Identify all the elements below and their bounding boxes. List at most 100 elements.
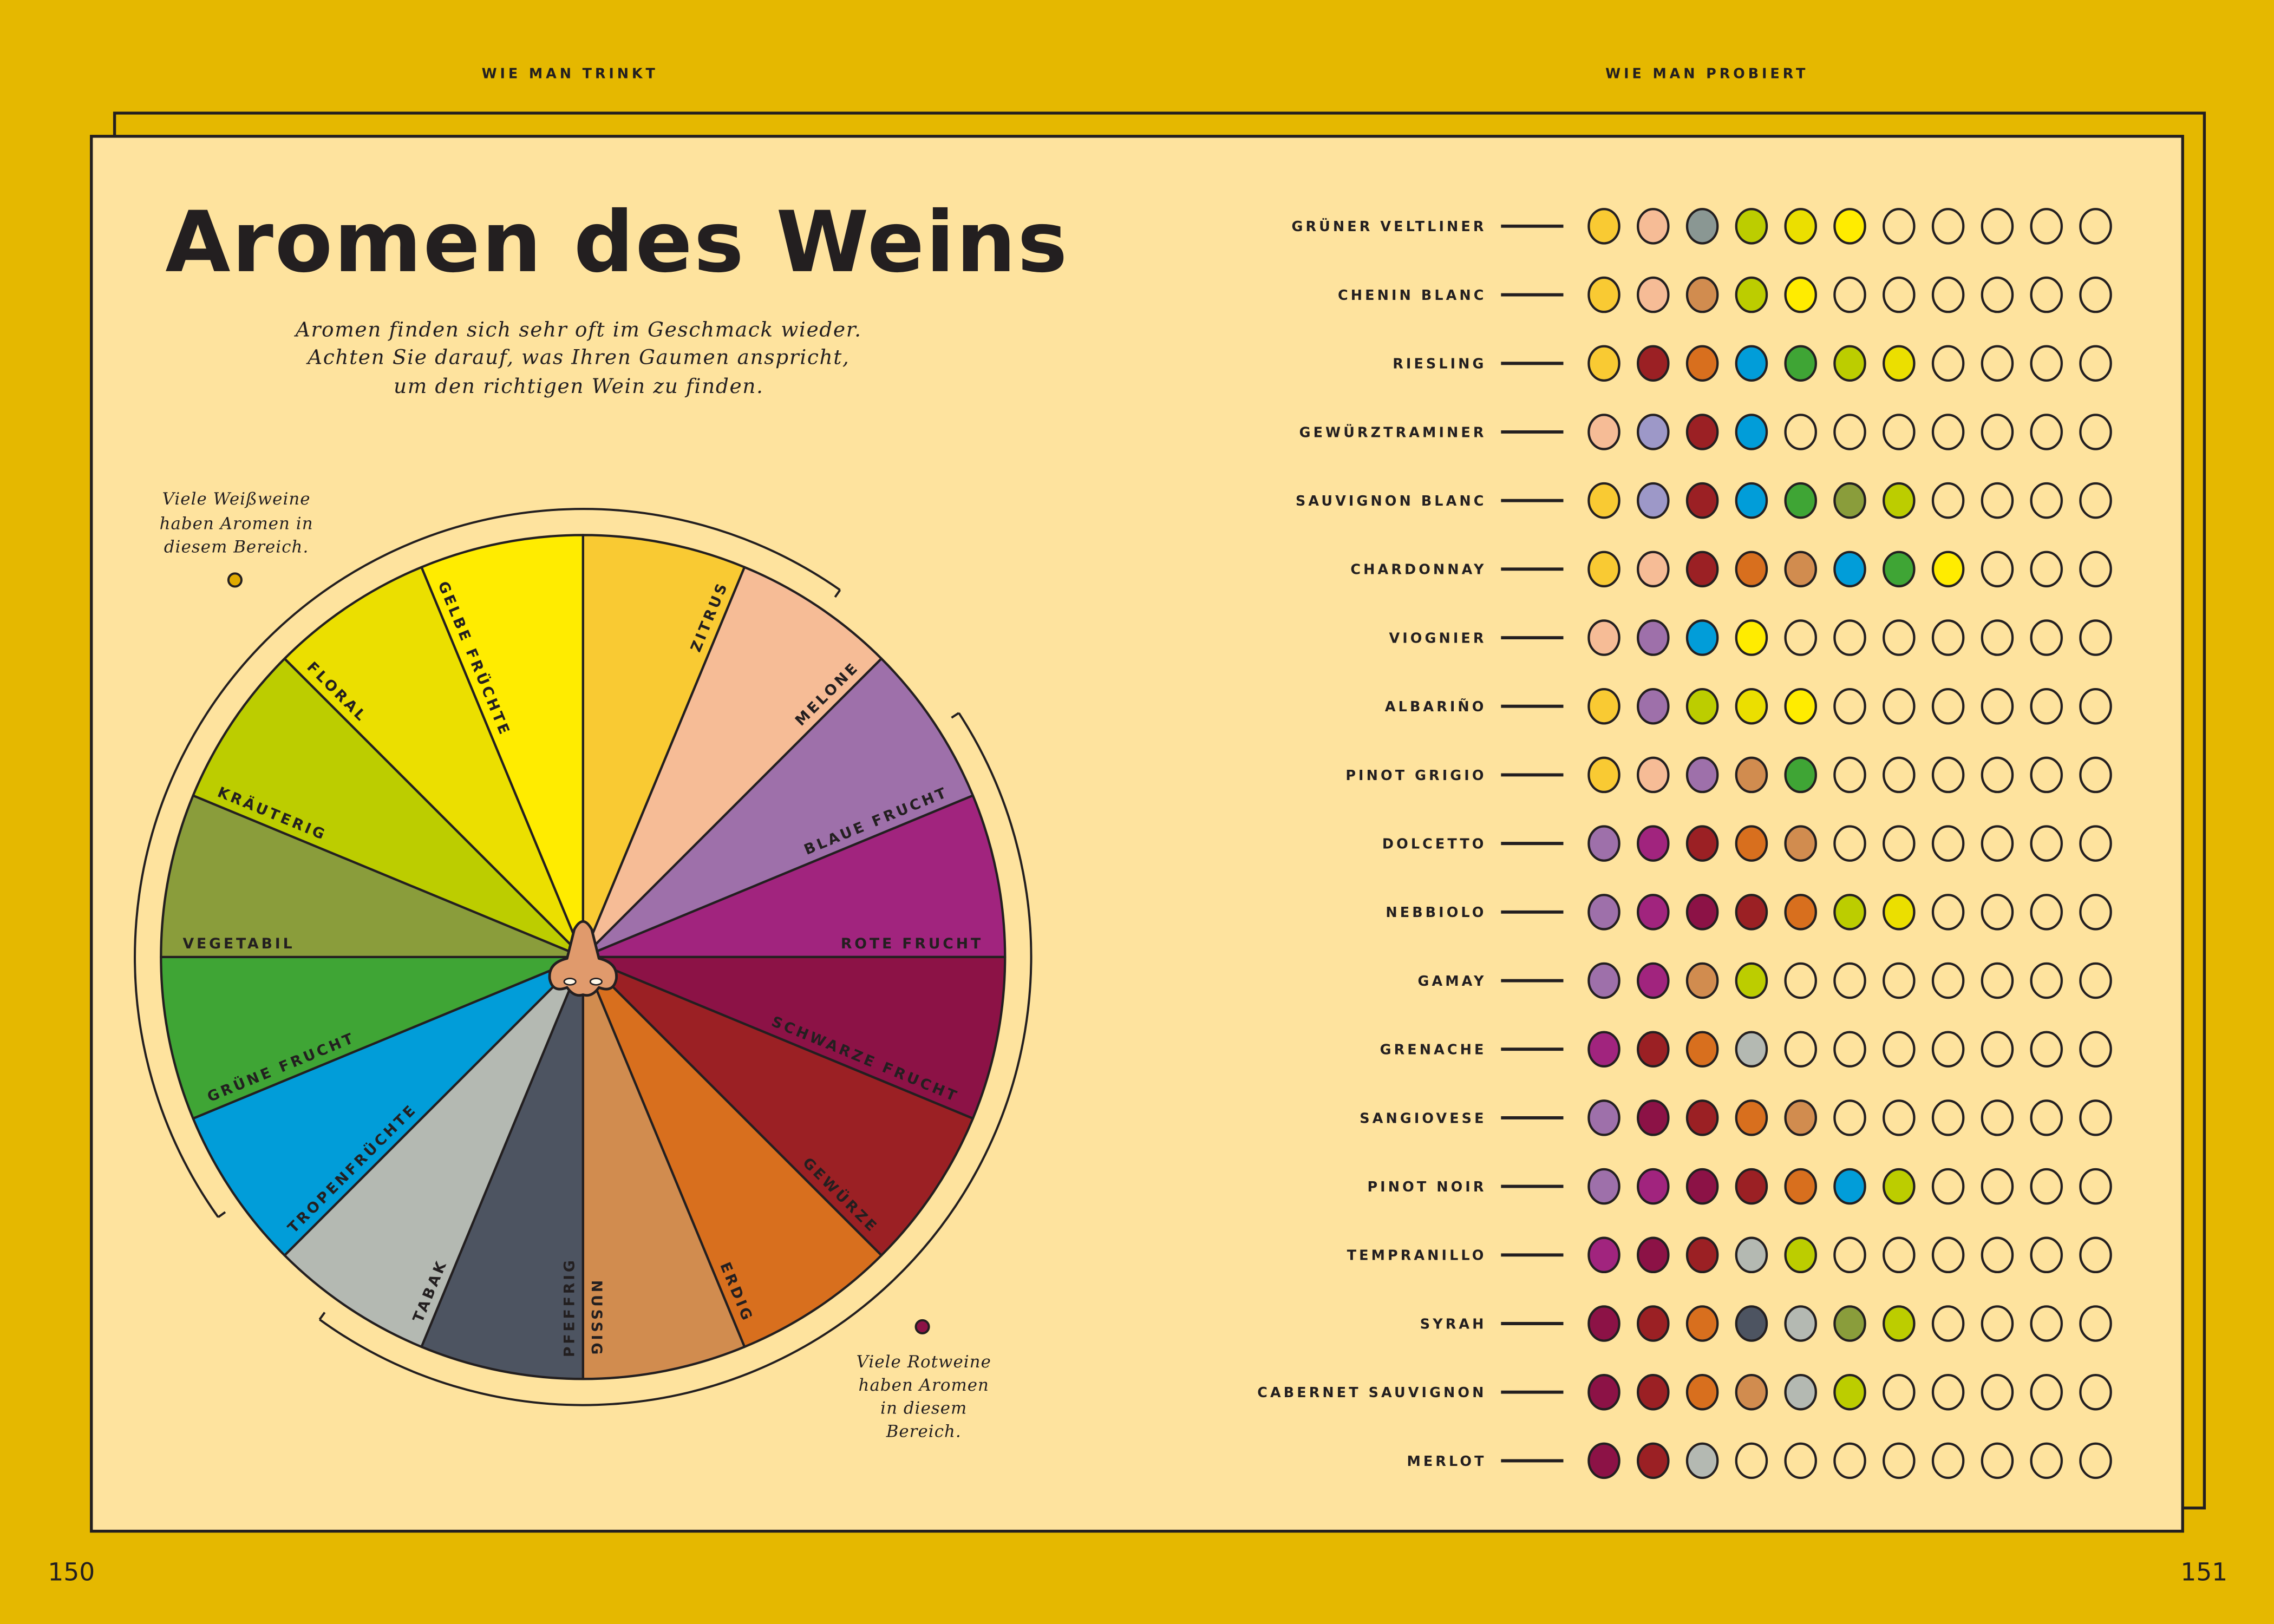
aroma-dot-empty <box>1833 1031 1866 1068</box>
aroma-dot-filled <box>1637 962 1670 999</box>
aroma-dot-empty <box>1883 756 1916 794</box>
wheel-segment <box>192 657 584 958</box>
aroma-dot-filled <box>1735 1373 1768 1411</box>
aroma-dot-empty <box>2030 619 2063 656</box>
wine-name: PINOT GRIGIO <box>1345 767 1486 783</box>
aroma-dot-empty <box>2030 962 2063 999</box>
aroma-dot-empty <box>2030 482 2063 519</box>
aroma-dot-filled <box>1587 756 1620 794</box>
aroma-dot-filled <box>1784 687 1817 725</box>
aroma-dot-empty <box>1883 619 1916 656</box>
aroma-dot-empty <box>2030 825 2063 862</box>
aroma-dot-filled <box>1685 208 1719 245</box>
aroma-dot-filled <box>1685 962 1719 999</box>
wheel-segment <box>420 955 584 1380</box>
aroma-dot-filled <box>1637 1373 1670 1411</box>
wheel-segment <box>192 955 584 1257</box>
red-wine-range-bracket <box>318 712 1033 1406</box>
aroma-dot-empty <box>1981 962 2014 999</box>
aroma-dot-filled <box>1587 551 1620 588</box>
aroma-dot-empty <box>2079 208 2112 245</box>
aroma-dot-empty <box>1981 345 2014 382</box>
aroma-dot-empty <box>2079 1373 2112 1411</box>
aroma-dot-empty <box>1833 687 1866 725</box>
wine-row: NEBBIOLO <box>1386 894 2112 931</box>
aroma-dot-filled <box>1637 825 1670 862</box>
aroma-dot-empty <box>2030 1168 2063 1205</box>
aroma-dot-filled <box>1735 619 1768 656</box>
aroma-dot-empty <box>1931 1168 1965 1205</box>
aroma-dot-empty <box>1931 276 1965 313</box>
aroma-dot-empty <box>1981 825 2014 862</box>
aroma-dot-empty <box>1981 894 2014 931</box>
aroma-dot-empty <box>1883 1031 1916 1068</box>
wine-row: CHENIN BLANC <box>1338 276 2112 313</box>
aroma-dot-filled <box>1685 1236 1719 1274</box>
aroma-dot-filled <box>1637 619 1670 656</box>
wheel-segment-label: VEGETABIL <box>183 935 295 952</box>
note-line: in diesem <box>880 1399 967 1418</box>
aroma-dot-empty <box>2030 1373 2063 1411</box>
wine-name: RIESLING <box>1393 356 1486 372</box>
wine-row: RIESLING <box>1393 345 2112 382</box>
aroma-dot-filled <box>1685 1442 1719 1479</box>
aroma-dot-filled <box>1685 825 1719 862</box>
aroma-dot-empty <box>1883 414 1916 450</box>
aroma-dot-filled <box>1587 1099 1620 1136</box>
wine-row: GAMAY <box>1418 962 2112 999</box>
aroma-dot-empty <box>1981 1031 2014 1068</box>
wine-name: CABERNET SAUVIGNON <box>1257 1384 1486 1400</box>
aroma-dot-empty <box>1833 276 1866 313</box>
aroma-dot-empty <box>1931 1373 1965 1411</box>
aroma-dot-filled <box>1637 208 1670 245</box>
aroma-dot-filled <box>1784 756 1817 794</box>
wine-name: GRÜNER VELTLINER <box>1292 218 1487 234</box>
aroma-dot-empty <box>2079 1099 2112 1136</box>
aroma-dot-empty <box>2030 276 2063 313</box>
wine-name: GAMAY <box>1418 973 1487 989</box>
intro-line: Aromen finden sich sehr oft im Geschmack… <box>294 317 862 341</box>
aroma-dot-filled <box>1587 687 1620 725</box>
aroma-dot-empty <box>1784 1031 1817 1068</box>
aroma-dot-filled <box>1685 1031 1719 1068</box>
aroma-dot-filled <box>1587 619 1620 656</box>
aroma-dot-filled <box>1587 482 1620 519</box>
aroma-dot-filled <box>1833 1373 1866 1411</box>
aroma-dot-filled <box>1784 482 1817 519</box>
aroma-dot-empty <box>1931 1305 1965 1342</box>
aroma-dot-filled <box>1587 1373 1620 1411</box>
aroma-dot-empty <box>1931 825 1965 862</box>
white-wine-note: Viele Weißweine haben Aromen in diesem B… <box>160 489 313 588</box>
aroma-dot-filled <box>1685 482 1719 519</box>
wine-name: CHENIN BLANC <box>1338 287 1487 303</box>
page-title: Aromen des Weins <box>165 193 1069 291</box>
aroma-dot-empty <box>1931 1442 1965 1479</box>
aroma-dot-filled <box>1685 1373 1719 1411</box>
wheel-segment <box>160 794 584 958</box>
aroma-dot-empty <box>1833 1099 1866 1136</box>
aroma-dot-filled <box>1637 1099 1670 1136</box>
wheel-segment <box>581 955 1007 1120</box>
wine-row: GRÜNER VELTLINER <box>1292 208 2112 245</box>
wine-row: PINOT GRIGIO <box>1345 756 2112 794</box>
wine-row: VIOGNIER <box>1389 619 2112 656</box>
wine-row: DOLCETTO <box>1382 825 2112 862</box>
aroma-dot-empty <box>1931 962 1965 999</box>
wheel-segment <box>581 955 883 1348</box>
aroma-dot-empty <box>1981 1442 2014 1479</box>
intro-line: um den richtigen Wein zu finden. <box>394 374 764 398</box>
aroma-dot-filled <box>1637 1031 1670 1068</box>
wine-name: MERLOT <box>1407 1453 1486 1469</box>
aroma-dot-empty <box>1883 687 1916 725</box>
aroma-dot-filled <box>1685 276 1719 313</box>
aroma-dot-filled <box>1784 1305 1817 1342</box>
aroma-dot-empty <box>1931 756 1965 794</box>
aroma-dot-filled <box>1784 551 1817 588</box>
wine-aroma-grid: GRÜNER VELTLINER CHENIN BLANC RIESLING GEWÜ… <box>1257 208 2112 1479</box>
aroma-dot-filled <box>1833 1168 1866 1205</box>
aroma-dot-empty <box>1931 345 1965 382</box>
aroma-dot-empty <box>1883 1442 1916 1479</box>
aroma-dot-empty <box>2079 482 2112 519</box>
aroma-dot-empty <box>1833 1236 1866 1274</box>
